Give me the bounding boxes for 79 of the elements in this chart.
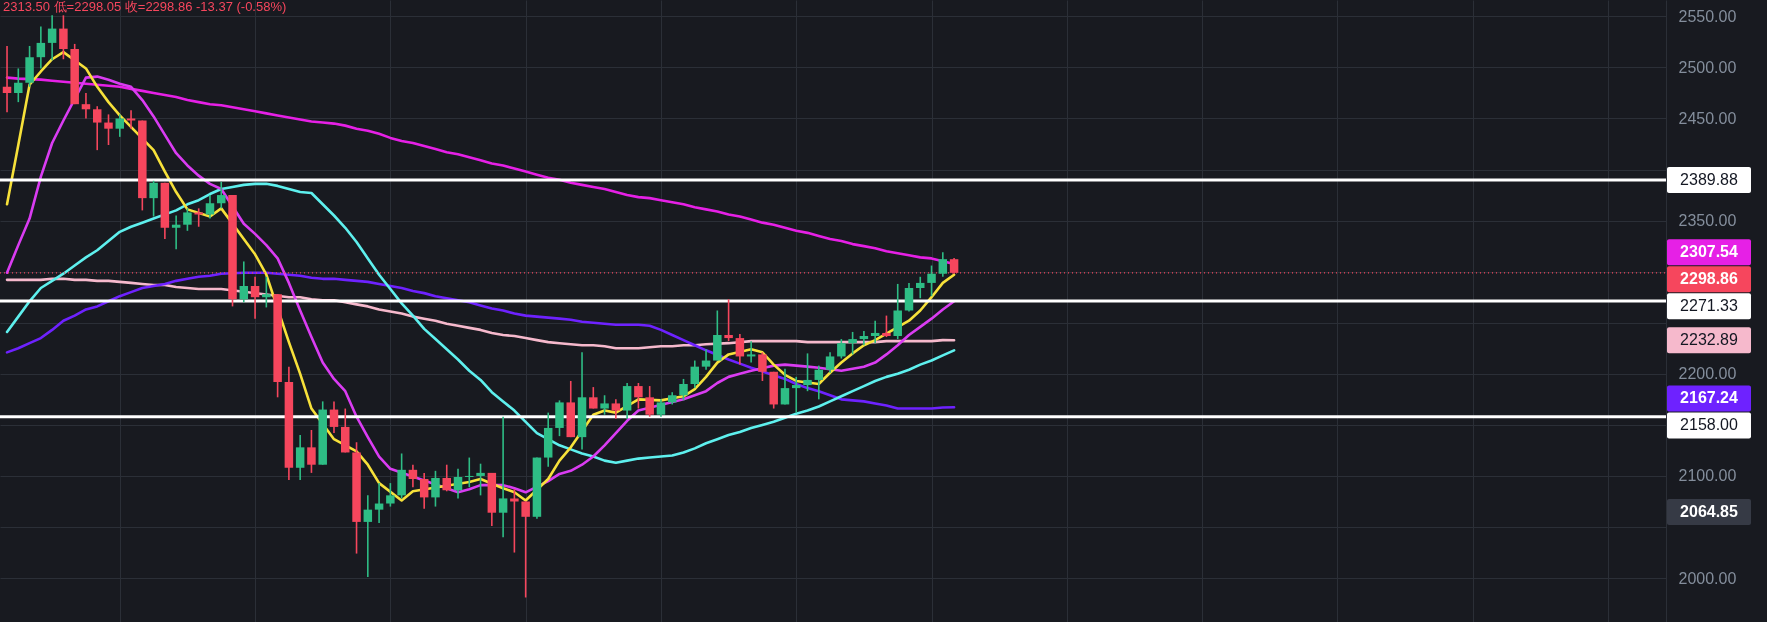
candlestick <box>476 462 485 497</box>
candlestick <box>149 179 158 218</box>
candlestick <box>217 181 226 210</box>
y-tick-label: 2450.00 <box>1678 109 1737 127</box>
candlestick <box>724 298 733 342</box>
candlestick <box>431 470 440 508</box>
y-tick-label: 2100.00 <box>1678 467 1737 485</box>
candlestick <box>792 376 801 414</box>
y-tick-label: 2550.00 <box>1678 7 1737 25</box>
candlestick <box>701 348 711 371</box>
candlestick <box>938 251 948 278</box>
candlestick <box>126 109 136 130</box>
line-series <box>5 271 956 410</box>
candlestick <box>115 113 125 138</box>
text: 2167.24 <box>1680 389 1739 407</box>
candlestick <box>904 282 914 313</box>
candlestick <box>14 67 23 103</box>
candlestick <box>611 398 621 420</box>
candlestick <box>589 386 598 410</box>
candlestick <box>295 434 305 481</box>
candlestick <box>386 482 395 508</box>
candlestick <box>307 429 316 474</box>
candlestick <box>171 214 181 251</box>
candlestick <box>746 340 756 364</box>
y-tick-label: 2350.00 <box>1678 212 1737 230</box>
candlestick <box>250 275 260 320</box>
candlestick <box>882 314 891 338</box>
candlestick <box>758 351 767 382</box>
candlestick <box>927 264 936 297</box>
ref-line-label: 2389.88 <box>1680 170 1739 188</box>
candlestick <box>498 415 508 539</box>
candlestick <box>780 367 790 406</box>
candlestick <box>59 14 68 61</box>
candlestick <box>36 25 46 70</box>
candlestick <box>521 500 530 599</box>
candlestick <box>634 382 643 410</box>
line-series <box>5 182 956 464</box>
candlestick <box>363 494 373 578</box>
text: 2064.85 <box>1680 503 1739 520</box>
candlestick <box>419 472 429 510</box>
candlestick <box>837 338 846 360</box>
candlestick <box>735 333 745 366</box>
candlestick <box>600 394 609 416</box>
text: 2307.54 <box>1680 243 1739 261</box>
candlestick <box>510 488 519 554</box>
candlestick <box>870 319 880 344</box>
ref-line-label: 2298.86 <box>1680 270 1739 288</box>
candlestick <box>679 378 688 402</box>
ref-line-label: 2158.00 <box>1680 416 1739 434</box>
ref-line-label: 2271.33 <box>1680 297 1739 315</box>
candlestick <box>465 456 474 488</box>
candlestick <box>645 385 654 418</box>
candlestick <box>205 194 215 220</box>
candlestick <box>848 331 857 356</box>
candlestick <box>442 463 451 493</box>
candlestick <box>453 468 463 500</box>
candlestick <box>374 482 384 524</box>
candlestick <box>2 45 12 114</box>
candlestick <box>859 330 869 347</box>
candlestick <box>916 275 925 300</box>
candlestick <box>825 351 835 374</box>
annotation: 2313.50 低=2298.05 收=2298.86 -13.37 (-0.58%) <box>3 0 287 14</box>
candlestick <box>194 207 203 228</box>
candlestick <box>690 359 700 389</box>
text: 2232.89 <box>1680 331 1739 349</box>
candlestick <box>803 352 812 392</box>
candlestick <box>814 364 824 401</box>
candlestick <box>329 400 339 434</box>
candlestick <box>262 275 271 309</box>
candlestick <box>104 113 113 146</box>
candlestick <box>408 463 418 488</box>
candlestick <box>81 92 91 120</box>
y-tick-label: 2000.00 <box>1678 569 1737 587</box>
y-tick-label: 2200.00 <box>1678 365 1737 383</box>
y-tick-label: 2500.00 <box>1678 58 1737 76</box>
candlestick <box>92 105 102 151</box>
candlestick <box>183 207 192 232</box>
candlestick <box>239 260 249 304</box>
candlestick <box>47 14 57 62</box>
